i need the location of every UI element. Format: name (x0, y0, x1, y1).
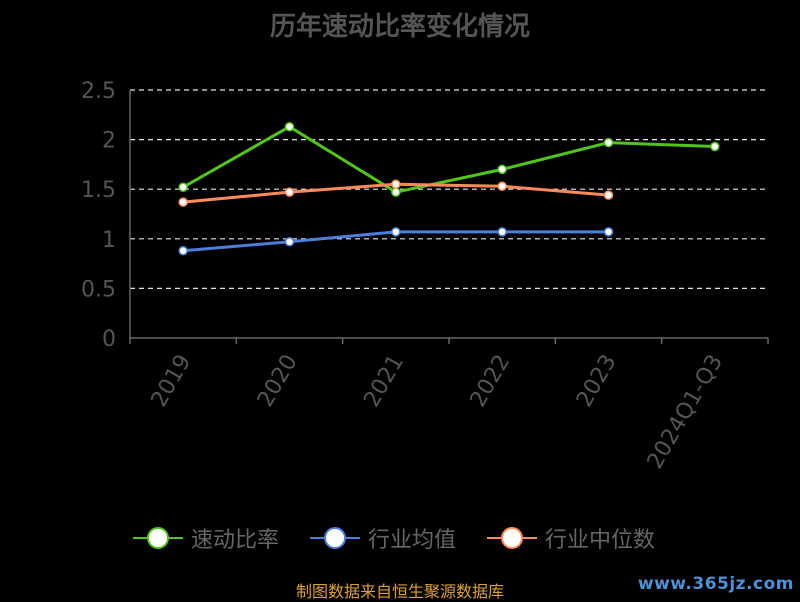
data-point-0 (710, 141, 720, 152)
y-tick-label: 1 (102, 228, 116, 253)
legend-marker-industry-median (487, 523, 537, 553)
chart-title: 历年速动比率变化情况 (269, 12, 530, 42)
y-tick-label: 0 (102, 327, 116, 352)
legend-item-industry-median[interactable]: 行业中位数 (487, 518, 655, 558)
x-tick-label: 2020 (253, 351, 303, 412)
data-point-0 (178, 182, 188, 192)
source-note: 制图数据来自恒生聚源数据库 (295, 582, 504, 601)
data-point-1 (391, 227, 401, 237)
data-point-2 (497, 181, 507, 191)
data-point-1 (497, 227, 507, 237)
data-point-0 (391, 187, 401, 197)
data-point-2 (284, 187, 295, 197)
x-tick-label: 2021 (359, 351, 409, 412)
legend-item-industry-mean[interactable]: 行业均值 (310, 518, 456, 558)
y-tick-label: 2.5 (81, 79, 116, 104)
y-tick-label: 2 (102, 129, 116, 154)
x-tick-label: 2022 (466, 350, 516, 411)
y-tick-label: 1.5 (81, 178, 116, 203)
legend-item-quick-ratio[interactable]: 速动比率 (133, 518, 279, 558)
data-point-2 (391, 179, 401, 189)
series-line-0 (182, 125, 715, 194)
data-point-1 (284, 237, 295, 247)
data-point-1 (178, 245, 188, 256)
x-tick-label: 2024Q1-Q3 (643, 351, 728, 474)
data-point-1 (603, 227, 614, 237)
legend-label-industry-mean: 行业均值 (368, 528, 457, 553)
data-point-0 (603, 137, 614, 148)
legend-marker-industry-mean (310, 523, 360, 553)
legend-marker-quick-ratio (133, 523, 183, 553)
x-tick-label: 2019 (147, 351, 197, 412)
data-point-0 (284, 121, 295, 132)
data-point-2 (178, 197, 188, 207)
x-tick-label: 2023 (572, 351, 622, 412)
legend: 速动比率 行业均值 行业中位数 (0, 518, 800, 558)
data-point-2 (603, 190, 614, 200)
y-tick-label: 0.5 (81, 277, 116, 302)
data-point-0 (497, 164, 507, 175)
legend-label-quick-ratio: 速动比率 (191, 528, 280, 553)
watermark: www.365jz.com (637, 574, 794, 594)
legend-label-industry-median: 行业中位数 (545, 528, 656, 553)
